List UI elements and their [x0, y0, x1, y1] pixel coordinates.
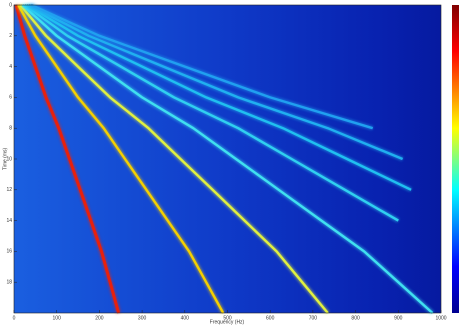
x-tick-label: 300 [138, 315, 147, 321]
y-tick-label: 8 [9, 126, 12, 132]
harmonic-line [17, 4, 225, 314]
y-tick-label: 4 [9, 64, 12, 70]
harmonic-line [14, 4, 121, 314]
x-tick-label: 100 [53, 315, 62, 321]
harmonic-line [23, 4, 399, 222]
y-axis-label: Time (ms) [2, 148, 8, 171]
y-tick-label: 18 [6, 280, 12, 286]
harmonic-line [19, 4, 329, 314]
y-tick-label: 0 [9, 2, 12, 8]
x-tick-label: 600 [266, 315, 275, 321]
x-tick-label: 800 [351, 315, 360, 321]
y-tick-label: 2 [9, 33, 12, 39]
x-tick-label: 900 [394, 315, 403, 321]
y-tick-label: 12 [6, 187, 12, 193]
harmonic-line [21, 4, 434, 314]
x-tick-label: 700 [309, 315, 318, 321]
x-axis-label: Frequency (Hz) [210, 319, 245, 325]
y-tick-label: 14 [6, 218, 12, 224]
x-tick-label: 1000 [435, 315, 446, 321]
y-tick-label: 16 [6, 249, 12, 255]
y-tick-label: 6 [9, 95, 12, 101]
x-tick-label: 400 [181, 315, 190, 321]
x-tick-label: 0 [13, 315, 16, 321]
colorbar [452, 5, 459, 313]
x-tick-label: 500 [223, 315, 232, 321]
harmonic-line [28, 3, 404, 161]
y-tick-label: 10 [6, 156, 12, 162]
harmonic-line [26, 3, 412, 191]
x-tick-label: 200 [95, 315, 104, 321]
harmonic-line [30, 3, 374, 130]
